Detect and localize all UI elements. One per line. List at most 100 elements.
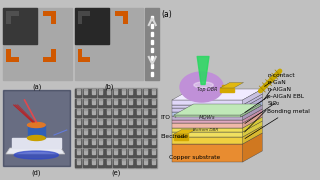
Bar bbox=[107, 159, 110, 160]
Bar bbox=[143, 109, 148, 117]
Bar bbox=[114, 149, 117, 150]
Bar bbox=[113, 139, 118, 147]
Bar bbox=[137, 149, 140, 154]
Bar bbox=[144, 119, 148, 125]
Bar bbox=[76, 119, 80, 125]
Bar bbox=[137, 99, 140, 100]
Bar bbox=[98, 109, 104, 117]
Bar bbox=[91, 139, 96, 147]
Bar bbox=[84, 159, 87, 160]
Bar bbox=[99, 89, 102, 94]
Polygon shape bbox=[220, 82, 244, 88]
Polygon shape bbox=[243, 112, 262, 128]
Bar bbox=[144, 149, 148, 150]
Bar bbox=[122, 89, 125, 94]
Bar bbox=[99, 99, 102, 105]
Polygon shape bbox=[243, 126, 262, 144]
Bar bbox=[76, 149, 80, 150]
Bar bbox=[122, 159, 125, 165]
Bar bbox=[107, 149, 110, 154]
Bar bbox=[151, 72, 153, 76]
Bar bbox=[92, 89, 95, 94]
Bar bbox=[28, 125, 45, 138]
Bar bbox=[145, 8, 159, 80]
Polygon shape bbox=[43, 11, 56, 24]
Bar bbox=[98, 89, 104, 97]
Bar bbox=[128, 159, 133, 167]
Bar bbox=[92, 149, 95, 154]
Bar bbox=[120, 159, 126, 167]
Bar bbox=[128, 99, 133, 107]
Text: Bonding metal: Bonding metal bbox=[245, 109, 310, 139]
Bar bbox=[99, 89, 102, 90]
Bar bbox=[107, 140, 110, 145]
Bar bbox=[129, 99, 132, 105]
Text: n-contact: n-contact bbox=[265, 73, 295, 86]
Bar bbox=[152, 119, 155, 125]
Bar bbox=[83, 89, 89, 97]
Bar bbox=[220, 88, 234, 92]
Text: n-GaN: n-GaN bbox=[264, 80, 286, 100]
Bar bbox=[135, 149, 141, 157]
Bar bbox=[92, 119, 95, 120]
Bar bbox=[128, 119, 133, 127]
Polygon shape bbox=[172, 121, 262, 132]
Bar bbox=[143, 119, 148, 127]
Bar bbox=[92, 140, 95, 145]
Bar bbox=[152, 109, 155, 114]
Bar bbox=[122, 129, 125, 134]
Polygon shape bbox=[172, 89, 262, 100]
Bar bbox=[92, 99, 95, 100]
Polygon shape bbox=[172, 133, 262, 144]
Bar bbox=[144, 159, 148, 160]
Bar bbox=[144, 140, 148, 145]
Text: SiO₂: SiO₂ bbox=[244, 100, 279, 132]
Bar bbox=[76, 89, 80, 90]
Bar bbox=[84, 109, 87, 114]
Bar bbox=[92, 89, 95, 90]
Bar bbox=[144, 159, 148, 165]
Bar bbox=[12, 138, 61, 148]
Bar bbox=[129, 149, 132, 150]
Text: ITO: ITO bbox=[160, 114, 176, 120]
Bar bbox=[137, 89, 140, 90]
Bar bbox=[152, 139, 155, 140]
Bar bbox=[105, 119, 111, 127]
Bar bbox=[114, 139, 117, 140]
Bar bbox=[99, 99, 102, 100]
Polygon shape bbox=[172, 109, 262, 120]
Bar bbox=[84, 89, 87, 90]
Bar bbox=[76, 129, 80, 130]
Bar bbox=[129, 119, 132, 120]
Bar bbox=[83, 109, 89, 117]
Bar bbox=[114, 129, 117, 130]
Bar bbox=[98, 159, 104, 167]
Ellipse shape bbox=[28, 136, 45, 141]
Bar bbox=[76, 129, 81, 137]
Bar bbox=[107, 89, 110, 90]
Bar bbox=[122, 149, 125, 150]
Bar bbox=[128, 149, 133, 157]
Bar bbox=[98, 119, 104, 127]
Polygon shape bbox=[172, 100, 243, 105]
Bar bbox=[144, 109, 148, 114]
Bar bbox=[129, 159, 132, 165]
Text: MQWs: MQWs bbox=[199, 114, 215, 119]
Bar bbox=[76, 140, 80, 145]
Bar bbox=[151, 64, 153, 68]
Bar bbox=[144, 129, 148, 134]
Bar bbox=[114, 149, 117, 154]
Bar bbox=[107, 159, 110, 165]
Bar bbox=[152, 149, 155, 150]
Bar bbox=[174, 134, 188, 140]
Bar bbox=[84, 149, 87, 154]
Bar bbox=[152, 99, 155, 100]
Bar bbox=[114, 109, 117, 110]
Bar bbox=[113, 109, 118, 117]
Bar bbox=[113, 119, 118, 127]
Bar bbox=[122, 129, 125, 130]
Bar bbox=[76, 99, 80, 105]
Bar bbox=[83, 139, 89, 147]
Bar bbox=[152, 109, 155, 110]
Bar bbox=[113, 129, 118, 137]
